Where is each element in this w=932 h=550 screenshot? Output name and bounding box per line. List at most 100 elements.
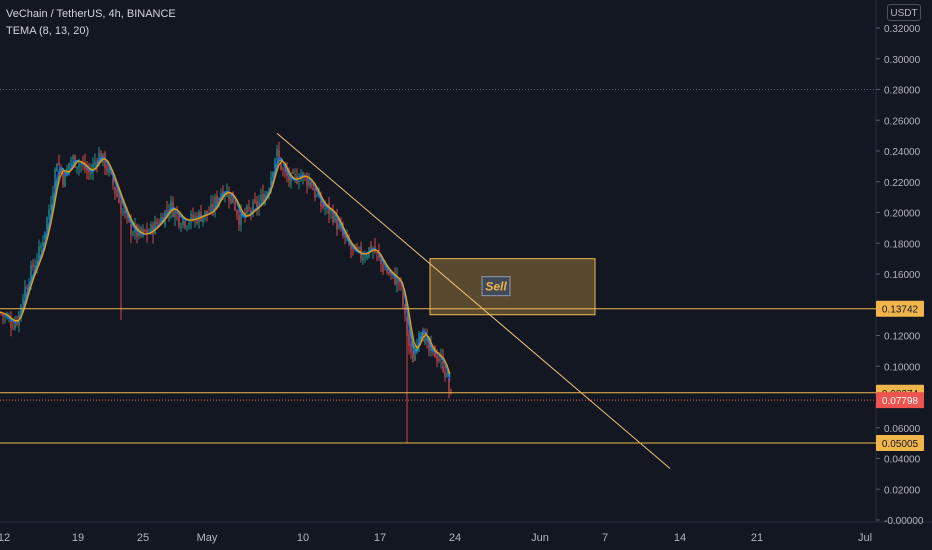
y-tick-label: 0.20000: [884, 209, 921, 220]
candle-body: [444, 370, 446, 377]
candle-body: [54, 169, 56, 191]
candle-body: [344, 235, 346, 238]
candle-body: [272, 172, 274, 180]
candle-body: [278, 150, 280, 158]
candle-body: [420, 333, 422, 335]
currency-button[interactable]: USDT: [887, 4, 921, 21]
candle-body: [308, 180, 310, 186]
candle-body: [320, 197, 322, 207]
candle-body: [184, 221, 186, 227]
candle-body: [190, 213, 192, 223]
candle-body: [216, 195, 218, 205]
candle-body: [224, 195, 226, 197]
candle-body: [12, 327, 14, 329]
candle-body: [396, 276, 398, 285]
candle-body: [60, 166, 62, 172]
candle-body: [228, 193, 230, 201]
candle-body: [408, 334, 410, 346]
candle-body: [34, 265, 36, 269]
y-tick-label: 0.06000: [884, 424, 921, 435]
candle-body: [402, 284, 404, 306]
candle-body: [22, 298, 24, 303]
candle-body: [236, 210, 238, 216]
candle-body: [56, 163, 58, 172]
candle-body: [48, 210, 50, 216]
y-tick-label: 0.26000: [884, 116, 921, 127]
candle-body: [106, 166, 108, 172]
candle-body: [316, 195, 318, 197]
candle-body: [230, 193, 232, 203]
candle-body: [64, 173, 66, 187]
price-label: 0.05005: [882, 439, 919, 450]
candle-body: [314, 188, 316, 198]
candle-body: [342, 229, 344, 237]
x-tick-label: 21: [751, 532, 763, 544]
sell-zone[interactable]: [429, 258, 596, 316]
candle-body: [322, 204, 324, 208]
indicator-legend[interactable]: TEMA (8, 13, 20): [6, 25, 90, 37]
candle-body: [404, 304, 406, 315]
candle-body: [336, 214, 338, 230]
candle-body: [86, 168, 88, 171]
y-tick-label: 0.02000: [884, 485, 921, 496]
candle-body: [202, 216, 204, 223]
symbol-title[interactable]: VeChain / TetherUS, 4h, BINANCE: [6, 8, 176, 20]
candle-body: [194, 216, 196, 220]
candle-body: [146, 229, 148, 235]
candle-body: [274, 158, 276, 172]
x-tick-label: 24: [449, 532, 461, 544]
candle-body: [358, 247, 360, 249]
candle-body: [446, 375, 448, 377]
y-tick-label: -0.00000: [884, 516, 924, 527]
candle-body: [302, 172, 304, 177]
candle-body: [140, 227, 142, 235]
candle-body: [174, 210, 176, 218]
candle-body: [438, 358, 440, 361]
candle-body: [254, 199, 256, 203]
candle-body: [108, 168, 110, 174]
candle-body: [282, 168, 284, 170]
sell-label-box[interactable]: [481, 276, 511, 297]
trendline[interactable]: [276, 132, 671, 469]
candle-body: [238, 215, 240, 225]
candle-body: [256, 201, 258, 208]
x-tick-label: 25: [137, 532, 149, 544]
price-label: 0.07798: [882, 396, 919, 407]
price-label: 0.13742: [882, 305, 919, 316]
price-label-box: [876, 300, 924, 317]
candle-body: [72, 156, 74, 160]
candle-body: [260, 195, 262, 202]
sell-label: Sell: [485, 280, 507, 294]
candle-body: [366, 255, 368, 258]
x-tick-label: 12: [0, 532, 10, 544]
y-tick-label: 0.18000: [884, 239, 921, 250]
candle-body: [90, 172, 92, 175]
candle-body: [276, 148, 278, 157]
candle-body: [40, 245, 42, 249]
candle-body: [76, 166, 78, 169]
candle-body: [112, 174, 114, 185]
candle-body: [156, 222, 158, 224]
y-tick-label: 0.32000: [884, 24, 921, 35]
candle-body: [376, 251, 378, 254]
y-tick-label: 0.16000: [884, 270, 921, 281]
candle-body: [62, 172, 64, 186]
y-tick-label: 0.10000: [884, 362, 921, 373]
candle-body: [306, 176, 308, 186]
candle-body: [448, 377, 450, 391]
candle-body: [206, 210, 208, 215]
candle-body: [124, 211, 126, 213]
candle-body: [250, 210, 252, 212]
candle-body: [160, 217, 162, 225]
candle-body: [214, 197, 216, 211]
x-tick-label: 14: [674, 532, 686, 544]
candle-body: [442, 355, 444, 372]
candle-body: [246, 206, 248, 214]
candle-body: [310, 181, 312, 188]
candle-body: [52, 192, 54, 206]
candle-body: [26, 288, 28, 290]
candle-body: [42, 241, 44, 246]
candle-body: [418, 332, 420, 344]
candle-body: [356, 247, 358, 249]
